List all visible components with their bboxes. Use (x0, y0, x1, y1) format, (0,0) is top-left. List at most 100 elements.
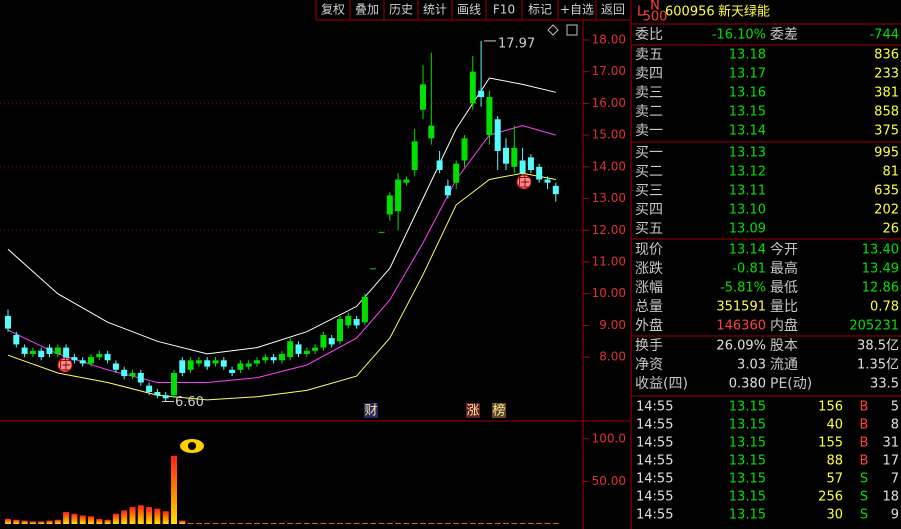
index-flag: 500 (643, 10, 668, 25)
trade-price: 13.15 (729, 490, 766, 505)
trade-count: 5 (891, 400, 899, 415)
candle-body (395, 179, 402, 212)
marker[interactable]: 财 (364, 404, 377, 419)
volume-bar (494, 523, 501, 524)
toolbar-button[interactable]: 叠加 (355, 3, 379, 17)
candle-body (38, 350, 45, 358)
marker-box[interactable] (364, 403, 378, 418)
candle-body (511, 147, 518, 167)
candle-body (254, 360, 260, 364)
volume-bar (96, 518, 103, 524)
trade-price: 13.15 (729, 436, 766, 451)
candle-body (544, 179, 551, 183)
candle-body (179, 360, 186, 373)
volume-bar (5, 518, 11, 524)
volume-bar (245, 523, 252, 524)
badge: 庄 (58, 358, 71, 374)
candle-body (328, 338, 335, 345)
candle-body (137, 372, 144, 383)
candle-body (420, 84, 426, 110)
value: 38.5亿 (857, 339, 899, 354)
value: 13.14 (729, 243, 766, 258)
candle-body (428, 125, 435, 139)
value: 351591 (716, 300, 766, 315)
quantity: 26 (882, 222, 899, 237)
trade-time: 14:55 (636, 508, 673, 523)
stock-code: 600956 (665, 5, 715, 20)
candle-body (386, 195, 393, 215)
marker-box[interactable] (466, 403, 480, 418)
icon-diamond[interactable] (547, 24, 559, 36)
candle-body (370, 268, 377, 270)
volume-bar (112, 513, 119, 524)
volume-bar (453, 523, 460, 524)
volume-bar (378, 523, 385, 524)
volume-bar (13, 519, 20, 524)
candle-body (469, 71, 476, 104)
y-tick-label: 18.00 (592, 32, 626, 46)
price: 13.10 (729, 203, 766, 218)
trade-price: 13.15 (729, 472, 766, 487)
trade-side: B (860, 400, 869, 415)
volume-bar (46, 520, 53, 524)
volume-bar (220, 523, 227, 524)
volume-bar (478, 523, 485, 524)
candle-body (46, 347, 53, 354)
label: 买三 (635, 183, 663, 199)
candle-body (527, 157, 534, 171)
trade-volume: 57 (826, 472, 843, 487)
price: 13.17 (729, 67, 766, 82)
y-tick-label: 50.00 (592, 474, 626, 488)
candle-body (262, 357, 269, 361)
candle-body (112, 363, 119, 370)
eye-icon (180, 439, 204, 453)
marker[interactable]: 涨 (466, 404, 479, 419)
toolbar-button[interactable]: 画线 (457, 3, 481, 17)
marker[interactable]: 榜 (492, 403, 505, 419)
trade-volume: 155 (818, 436, 843, 451)
toolbar-button[interactable]: 标记 (528, 3, 552, 17)
high-label: 17.97 (498, 36, 535, 51)
trade-price: 13.15 (729, 454, 766, 469)
toolbar-button[interactable]: 统计 (423, 3, 447, 17)
candle-body (461, 138, 468, 161)
y-tick-label: 16.00 (592, 96, 626, 110)
y-tick-label: 11.00 (592, 254, 626, 268)
quantity: 995 (874, 146, 899, 161)
candle-body (104, 353, 111, 361)
candle-body (171, 372, 177, 396)
toolbar-button[interactable]: 返回 (601, 3, 625, 17)
volume-bar (519, 523, 526, 524)
candle-body (146, 385, 153, 392)
market-flag: L (637, 5, 645, 20)
quantity: 202 (874, 203, 899, 218)
toolbar-button[interactable]: 历史 (389, 3, 413, 17)
volume-bar (428, 523, 435, 524)
volume-bar (270, 523, 277, 524)
candle-body (129, 372, 136, 377)
candle-body (5, 315, 11, 329)
candle-body (486, 97, 493, 136)
icon-square[interactable] (566, 24, 578, 36)
volume-bar (171, 455, 177, 524)
volume-bar (237, 523, 244, 524)
toolbar-button[interactable]: +自选 (560, 3, 594, 17)
value: -0.81 (732, 262, 766, 277)
trade-volume: 156 (818, 400, 843, 415)
value: 13.40 (862, 243, 899, 258)
quantity: 81 (882, 165, 899, 180)
y-tick-label: 8.00 (599, 350, 626, 364)
trade-count: 7 (891, 472, 899, 487)
low-label: 6.60 (175, 395, 204, 410)
candle-body (162, 395, 169, 399)
marker-box[interactable] (492, 403, 506, 418)
toolbar-button[interactable]: F10 (493, 3, 515, 17)
candle-body (13, 334, 20, 345)
toolbar-button[interactable]: 复权 (321, 3, 345, 17)
volume-bar (527, 523, 534, 524)
volume-bar (544, 523, 551, 524)
volume-bar (420, 523, 426, 524)
trade-volume: 30 (826, 508, 843, 523)
price: 13.13 (729, 146, 766, 161)
volume-bar (129, 506, 136, 524)
